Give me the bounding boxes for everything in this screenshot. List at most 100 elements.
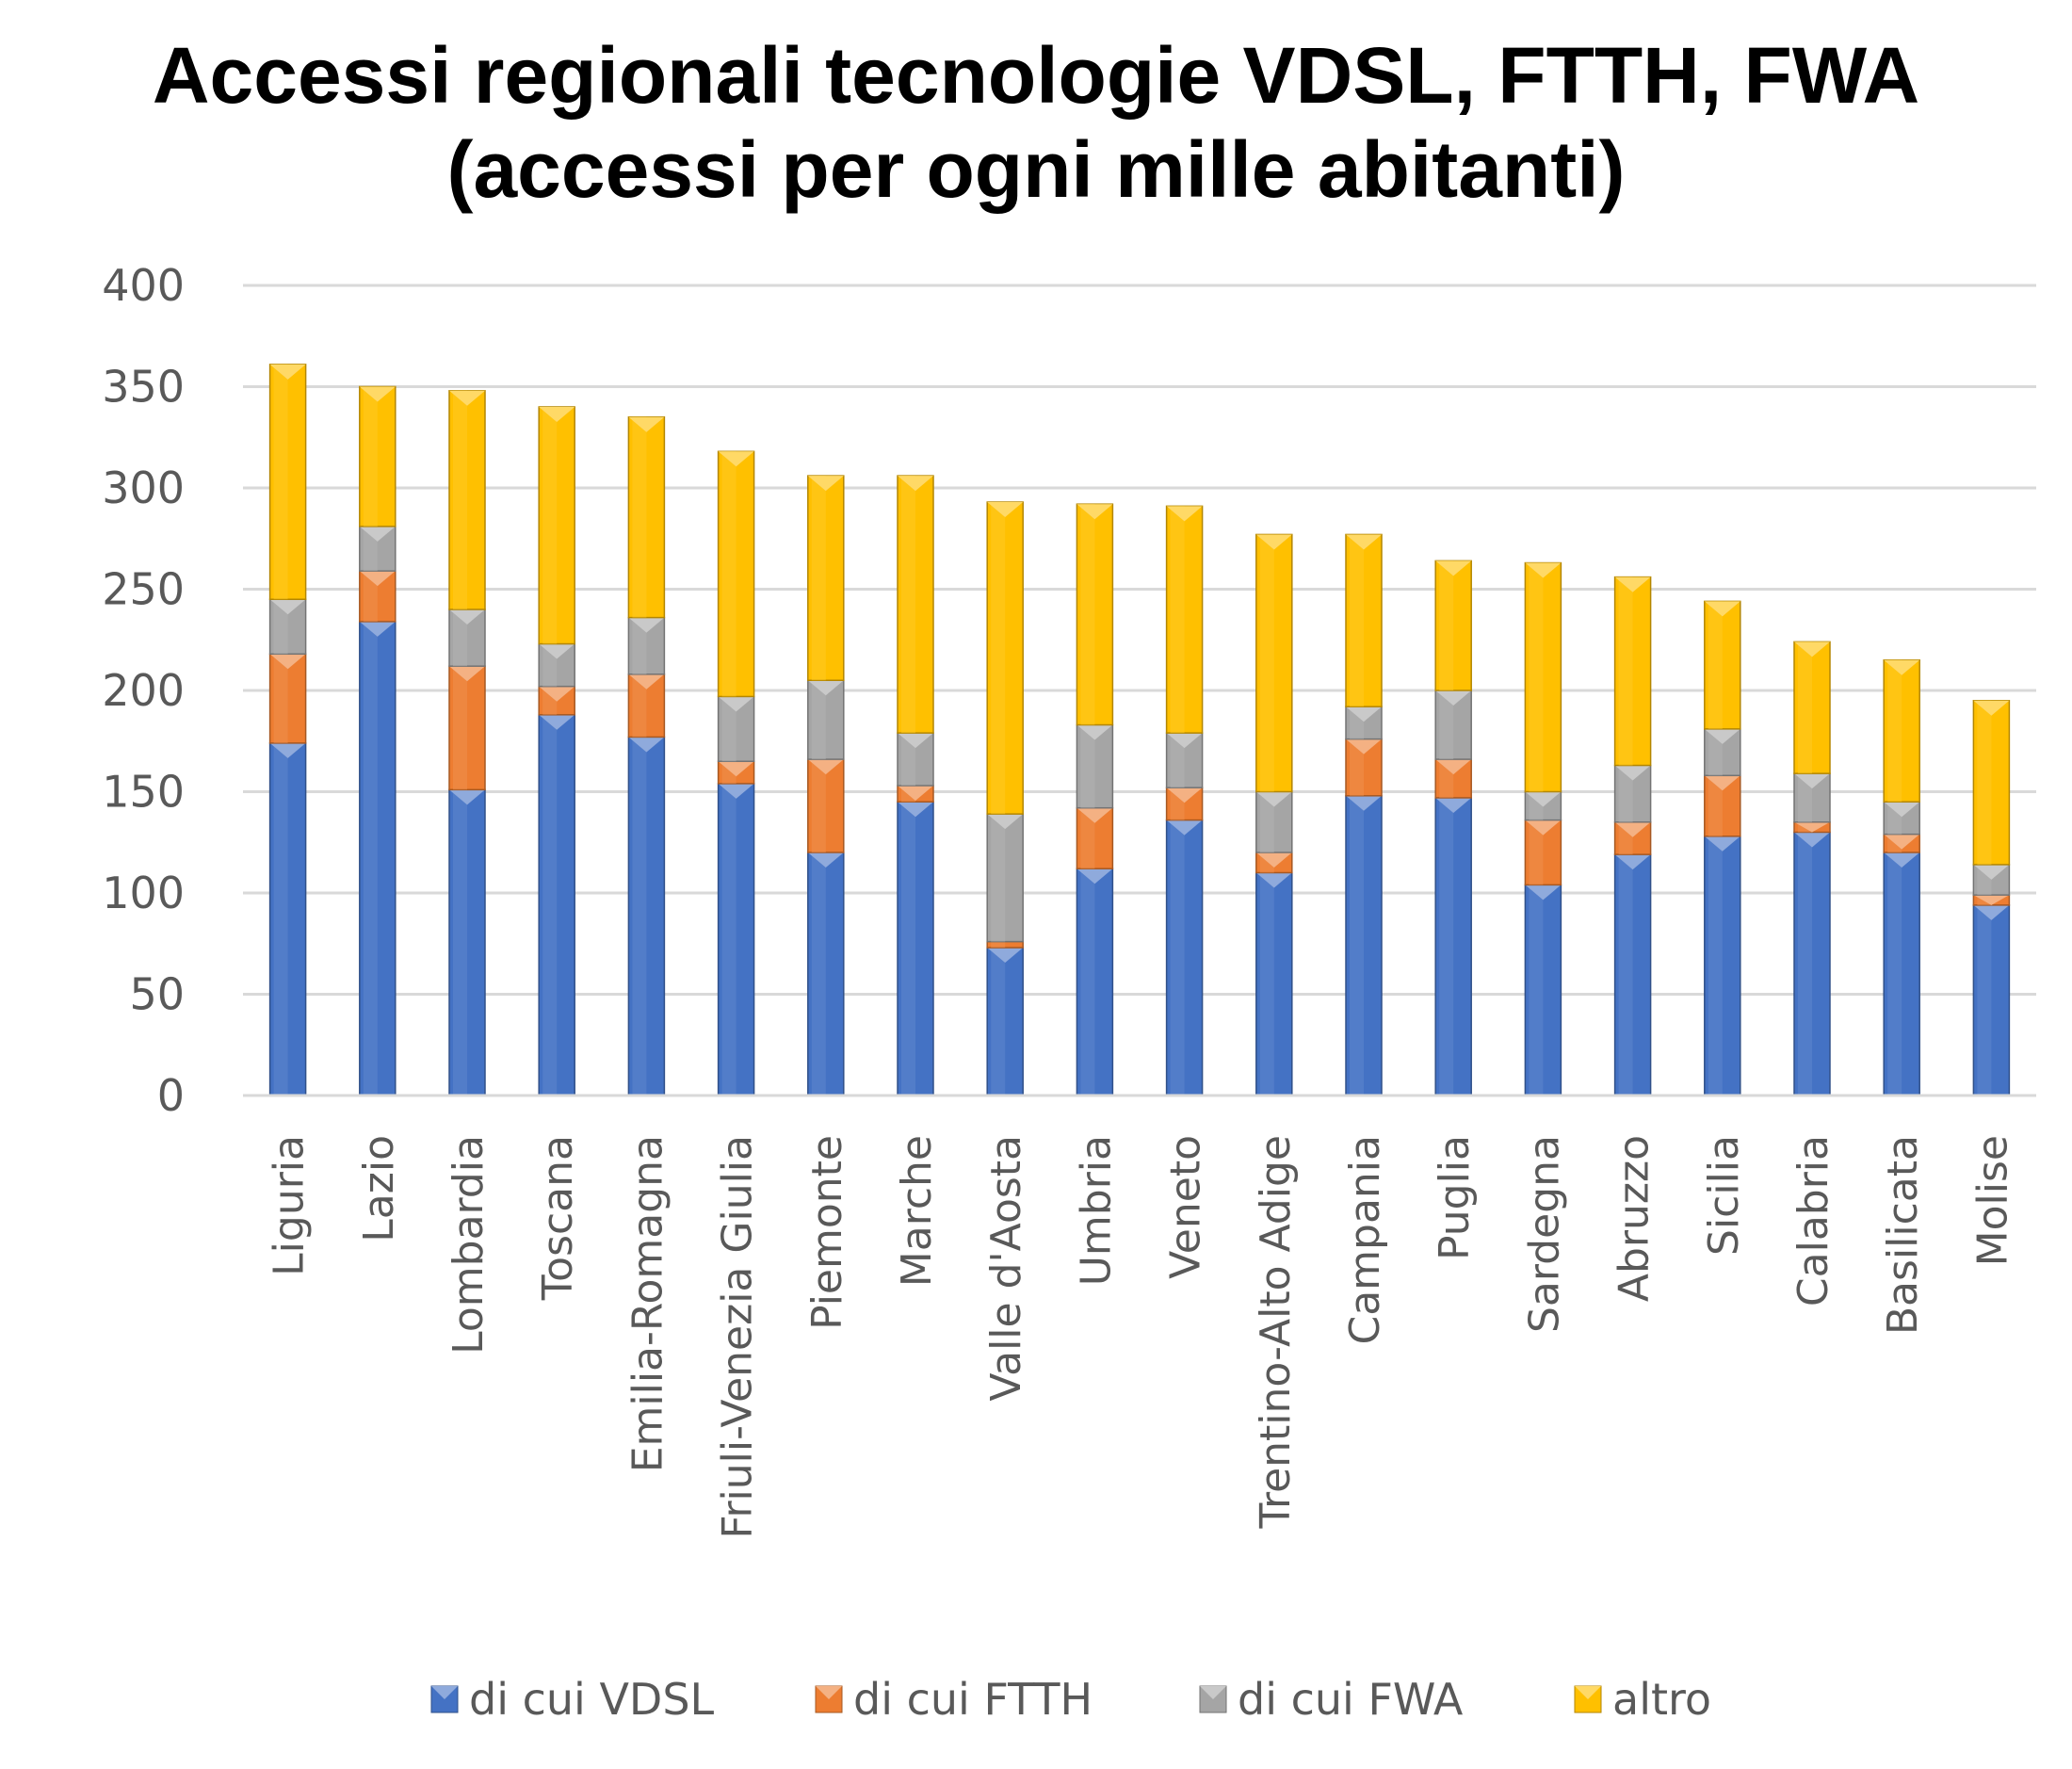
bar-bevel [449,666,485,682]
bar-bevel [1614,821,1651,837]
legend-label: di cui FTTH [853,1674,1093,1725]
bar-highlight [991,941,1006,949]
bar-bevel [807,680,844,696]
x-category-label: Lazio [355,1135,403,1242]
bar-bevel [1166,733,1203,749]
x-category-label: Umbria [1072,1135,1120,1286]
bar-bevel [1435,759,1472,775]
legend-swatch-bevel [816,1686,842,1699]
bar-bevel [1525,884,1562,901]
bar-bevel [449,789,485,805]
y-tick-label: 250 [102,564,185,615]
bar-bevel [628,674,665,690]
bar-highlight [1350,534,1364,707]
bar-bevel [269,742,306,758]
y-tick-label: 100 [102,868,185,918]
y-tick-label: 200 [102,665,185,716]
bar-highlight [1977,904,1992,1095]
bar-highlight [1529,562,1544,792]
bar-bevel [898,476,933,492]
bar-highlight [453,789,467,1095]
bar-highlight [453,609,467,667]
bar-highlight [1529,820,1544,885]
bar-highlight [273,654,288,743]
bar-bevel [718,451,754,467]
legend-swatch-bevel [1200,1686,1226,1699]
bar-bevel [1884,834,1920,850]
legend-swatch-bevel [431,1686,458,1699]
bar-bevel [1884,659,1920,675]
y-tick-label: 0 [157,1070,185,1121]
x-category-label: Puglia [1431,1135,1479,1260]
bar-highlight [453,666,467,790]
bar-bevel [1255,791,1292,807]
bar-bevel [898,802,933,818]
bar-highlight [273,364,288,600]
bar-bevel [718,783,754,799]
bar-bevel [1346,534,1382,550]
bar-highlight [1080,868,1095,1095]
bar-bevel [1794,832,1830,848]
x-category-label: Calabria [1789,1135,1837,1306]
bar-bevel [269,364,306,380]
bar-highlight [1887,852,1902,1095]
bar-highlight [1080,504,1095,725]
bar-bevel [1255,852,1292,868]
x-category-label: Lombardia [445,1135,493,1355]
bar-highlight [632,737,647,1095]
bar-highlight [991,502,1006,815]
chart-title-line2: (accessi per ogni mille abitanti) [446,125,1626,214]
bar-highlight [721,696,737,762]
bar-highlight [1170,820,1185,1095]
bar-bevel [1614,765,1651,781]
bar-bevel [1973,904,2010,920]
bar-bevel [1255,872,1292,888]
bar-highlight [453,390,467,609]
bar-bevel [898,733,933,749]
bar-bevel [1794,641,1830,657]
y-tick-label: 50 [129,969,185,1020]
bar-bevel [359,386,396,402]
bar-highlight [632,617,647,674]
bar-bevel [539,407,575,422]
bar-highlight [1439,560,1454,690]
bar-highlight [721,783,737,1095]
bar-bevel [1076,868,1113,884]
bar-highlight [273,599,288,655]
bar-bevel [1884,852,1920,868]
bar-bevel [269,599,306,615]
bar-bevel [1166,787,1203,803]
bar-bevel [449,609,485,625]
bar-bevel [269,654,306,670]
bar-highlight [901,476,915,734]
x-category-label: Liguria [266,1135,314,1276]
x-category-label: Toscana [534,1135,582,1301]
bar-bevel [359,621,396,637]
bar-highlight [1350,795,1364,1095]
bar-bevel [898,786,933,802]
x-category-label: Abruzzo [1611,1135,1659,1302]
bar-bevel [628,737,665,753]
x-category-label: Piemonte [803,1135,851,1330]
legend-label: altro [1612,1674,1711,1725]
bar-bevel [1435,560,1472,576]
bar-bevel [1614,854,1651,870]
bar-highlight [1708,775,1723,836]
bar-highlight [811,852,826,1095]
x-category-label: Molise [1968,1135,2016,1266]
x-category-label: Valle d'Aosta [982,1135,1030,1402]
bar-bevel [987,502,1024,518]
bar-highlight [1798,773,1812,822]
bar-bevel [1614,576,1651,592]
bar-highlight [811,759,826,852]
bar-highlight [901,733,915,787]
bar-highlight [1618,765,1633,822]
bar-highlight [811,680,826,760]
bar-bevel [1973,895,2010,905]
bar-highlight [632,416,647,618]
bar-highlight [1887,659,1902,803]
bar-highlight [363,386,378,527]
bar-highlight [1708,601,1723,729]
x-category-label: Sicilia [1700,1135,1748,1256]
bar-highlight [1708,836,1723,1095]
